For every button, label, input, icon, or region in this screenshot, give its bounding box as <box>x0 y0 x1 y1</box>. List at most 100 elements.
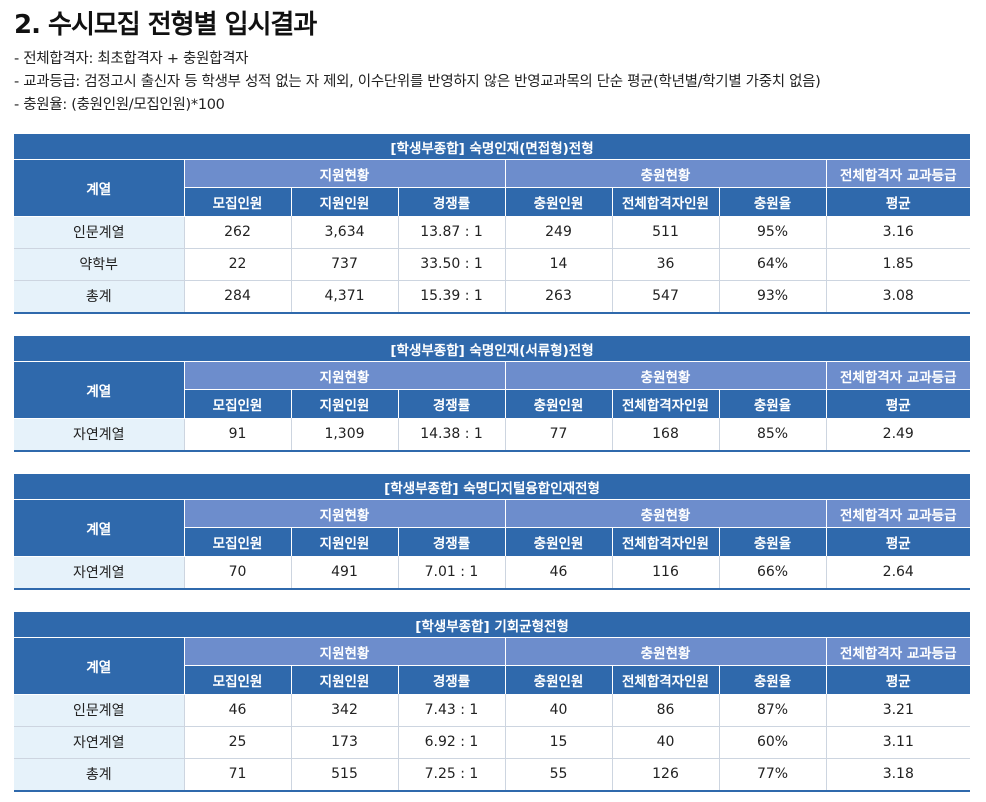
cell-average: 3.21 <box>826 694 971 727</box>
header-quota: 모집인원 <box>184 527 292 556</box>
header-group-extra: 충원현황 <box>505 637 827 666</box>
cell-extra-rate: 64% <box>719 248 827 281</box>
header-extra: 충원인원 <box>505 187 613 216</box>
cell-total-pass: 36 <box>612 248 720 281</box>
header-extra-rate: 충원율 <box>719 665 827 694</box>
cell-applicants: 491 <box>291 556 399 590</box>
cell-quota: 71 <box>184 758 292 792</box>
cell-quota: 70 <box>184 556 292 590</box>
page-title: 2. 수시모집 전형별 입시결과 <box>14 10 317 40</box>
cell-average: 3.18 <box>826 758 971 792</box>
header-group-extra: 충원현황 <box>505 361 827 390</box>
cell-average: 3.11 <box>826 726 971 759</box>
cell-category: 총계 <box>14 280 185 314</box>
table-title: [학생부종합] 숙명디지털융합인재전형 <box>14 474 971 500</box>
header-quota: 모집인원 <box>184 187 292 216</box>
header-total-pass: 전체합격자인원 <box>612 389 720 418</box>
cell-quota: 262 <box>184 216 292 249</box>
cell-average: 3.16 <box>826 216 971 249</box>
note-extra-rate: - 충원율: (충원인원/모집인원)*100 <box>14 97 225 113</box>
cell-category: 자연계열 <box>14 556 185 590</box>
header-extra: 충원인원 <box>505 527 613 556</box>
cell-total-pass: 511 <box>612 216 720 249</box>
header-extra-rate: 충원율 <box>719 187 827 216</box>
header-ratio: 경쟁률 <box>398 389 506 418</box>
cell-quota: 91 <box>184 418 292 452</box>
header-category: 계열 <box>14 159 185 217</box>
cell-extra: 40 <box>505 694 613 727</box>
table-digital-convergence: [학생부종합] 숙명디지털융합인재전형 계열 지원현황 충원현황 전체합격자 교… <box>14 474 971 590</box>
header-group-grade: 전체합격자 교과등급 <box>826 159 971 188</box>
cell-extra: 55 <box>505 758 613 792</box>
cell-total-pass: 116 <box>612 556 720 590</box>
header-extra-rate: 충원율 <box>719 527 827 556</box>
cell-extra: 46 <box>505 556 613 590</box>
cell-total-pass: 40 <box>612 726 720 759</box>
header-total-pass: 전체합격자인원 <box>612 527 720 556</box>
cell-quota: 22 <box>184 248 292 281</box>
cell-extra-rate: 85% <box>719 418 827 452</box>
header-applicants: 지원인원 <box>291 187 399 216</box>
cell-category: 자연계열 <box>14 418 185 452</box>
header-category: 계열 <box>14 361 185 419</box>
table-title: [학생부종합] 숙명인재(서류형)전형 <box>14 336 971 362</box>
header-group-apply: 지원현황 <box>184 159 506 188</box>
cell-quota: 25 <box>184 726 292 759</box>
cell-average: 1.85 <box>826 248 971 281</box>
header-extra-rate: 충원율 <box>719 389 827 418</box>
cell-average: 3.08 <box>826 280 971 314</box>
cell-extra-rate: 77% <box>719 758 827 792</box>
cell-total-pass: 126 <box>612 758 720 792</box>
cell-category: 총계 <box>14 758 185 792</box>
header-ratio: 경쟁률 <box>398 527 506 556</box>
cell-category: 약학부 <box>14 248 185 281</box>
cell-extra-rate: 95% <box>719 216 827 249</box>
notes: - 전체합격자: 최초합격자 + 충원합격자 - 교과등급: 검정고시 출신자 … <box>14 48 821 117</box>
table-title: [학생부종합] 숙명인재(면접형)전형 <box>14 134 971 160</box>
header-category: 계열 <box>14 637 185 695</box>
cell-extra-rate: 87% <box>719 694 827 727</box>
cell-ratio: 7.43 : 1 <box>398 694 506 727</box>
header-group-grade: 전체합격자 교과등급 <box>826 499 971 528</box>
note-grade: - 교과등급: 검정고시 출신자 등 학생부 성적 없는 자 제외, 이수단위를… <box>14 74 821 90</box>
header-average: 평균 <box>826 187 971 216</box>
header-applicants: 지원인원 <box>291 665 399 694</box>
cell-extra-rate: 93% <box>719 280 827 314</box>
cell-ratio: 13.87 : 1 <box>398 216 506 249</box>
cell-applicants: 342 <box>291 694 399 727</box>
header-group-extra: 충원현황 <box>505 499 827 528</box>
cell-average: 2.64 <box>826 556 971 590</box>
cell-extra-rate: 60% <box>719 726 827 759</box>
header-average: 평균 <box>826 389 971 418</box>
table-interview-type: [학생부종합] 숙명인재(면접형)전형 계열 지원현황 충원현황 전체합격자 교… <box>14 134 971 314</box>
header-applicants: 지원인원 <box>291 389 399 418</box>
cell-ratio: 33.50 : 1 <box>398 248 506 281</box>
header-quota: 모집인원 <box>184 389 292 418</box>
cell-ratio: 14.38 : 1 <box>398 418 506 452</box>
cell-applicants: 4,371 <box>291 280 399 314</box>
table-row: 자연계열 91 1,309 14.38 : 1 77 168 85% 2.49 <box>14 418 971 452</box>
table-opportunity-balance: [학생부종합] 기회균형전형 계열 지원현황 충원현황 전체합격자 교과등급 모… <box>14 612 971 792</box>
cell-total-pass: 168 <box>612 418 720 452</box>
table-row: 약학부 22 737 33.50 : 1 14 36 64% 1.85 <box>14 248 971 281</box>
cell-ratio: 7.25 : 1 <box>398 758 506 792</box>
cell-extra-rate: 66% <box>719 556 827 590</box>
cell-category: 인문계열 <box>14 694 185 727</box>
cell-applicants: 173 <box>291 726 399 759</box>
cell-quota: 46 <box>184 694 292 727</box>
cell-category: 자연계열 <box>14 726 185 759</box>
header-extra: 충원인원 <box>505 665 613 694</box>
cell-total-pass: 547 <box>612 280 720 314</box>
header-ratio: 경쟁률 <box>398 665 506 694</box>
header-group-grade: 전체합격자 교과등급 <box>826 637 971 666</box>
cell-applicants: 3,634 <box>291 216 399 249</box>
table-row: 자연계열 70 491 7.01 : 1 46 116 66% 2.64 <box>14 556 971 590</box>
note-total-pass: - 전체합격자: 최초합격자 + 충원합격자 <box>14 51 249 67</box>
table-title: [학생부종합] 기회균형전형 <box>14 612 971 638</box>
cell-ratio: 7.01 : 1 <box>398 556 506 590</box>
cell-extra: 249 <box>505 216 613 249</box>
header-group-apply: 지원현황 <box>184 637 506 666</box>
header-group-grade: 전체합격자 교과등급 <box>826 361 971 390</box>
table-row: 총계 284 4,371 15.39 : 1 263 547 93% 3.08 <box>14 280 971 314</box>
